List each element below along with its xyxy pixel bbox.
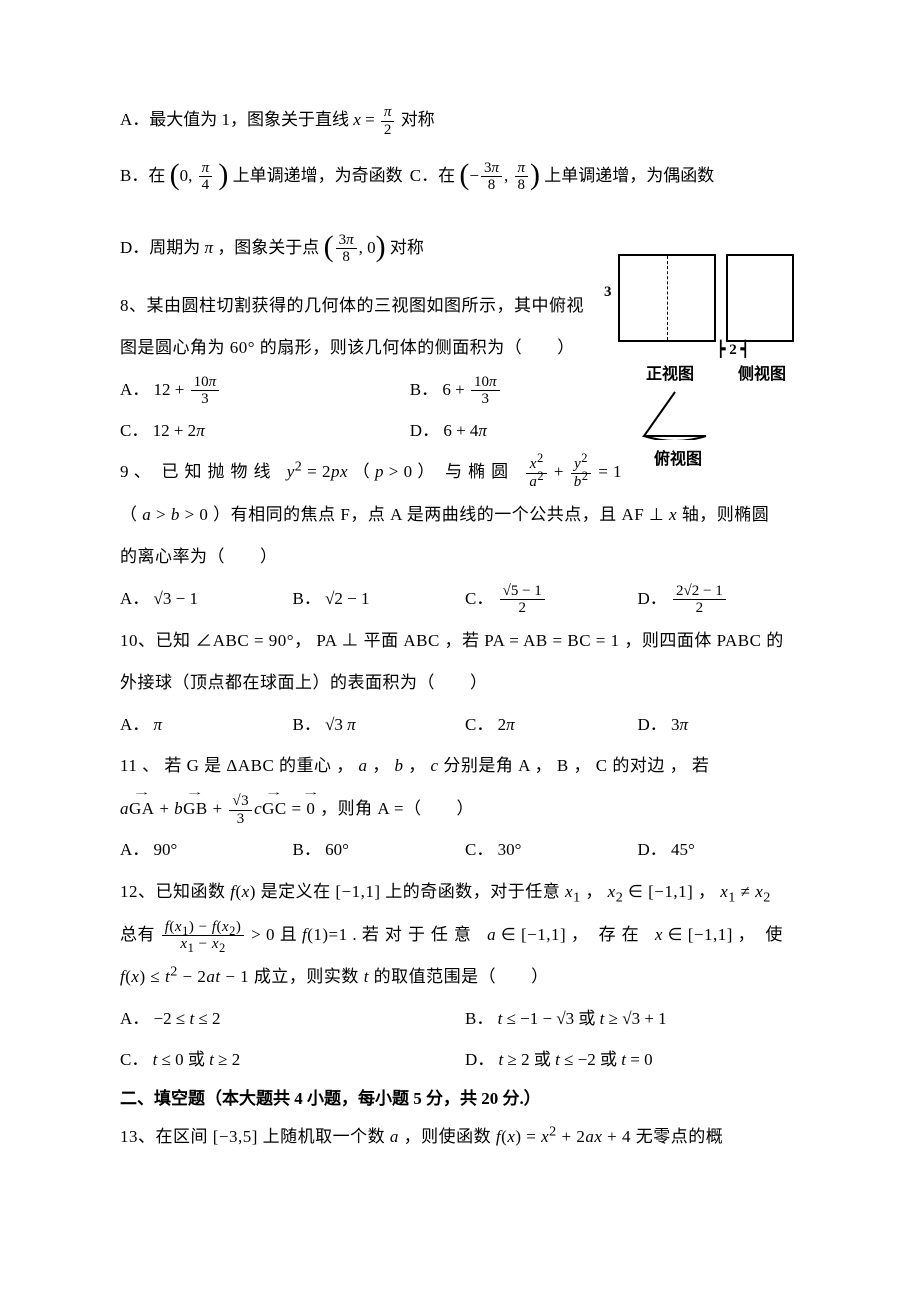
q13-stem: 13、在区间 [−3,5] 上随机取一个数 a ，则使函数 f(x) = x2 … [120, 1118, 810, 1155]
q8-stem-line1: 8、某由圆柱切割获得的几何体的三视图如图所示，其中俯视 [120, 296, 584, 315]
top-view-svg [638, 390, 712, 440]
q9-options: A． √3 − 1 B． √2 − 1 C． √5 − 12 D． 2√2 − … [120, 579, 810, 620]
q10-options: A． π B． √3 π C． 2π D． 3π [120, 705, 810, 746]
three-view-figure: 3 ┝2┥ 正视图 侧视图 俯视图 [618, 254, 830, 469]
dim-height: 3 [604, 284, 612, 301]
side-view-box [726, 254, 794, 342]
section2-title: 二、填空题（本大题共 4 小题，每小题 5 分，共 20 分.） [120, 1080, 810, 1117]
top-view-box [638, 390, 830, 445]
exam-page: A．最大值为 1，图象关于直线 x = π2 对称 B．在 (0, π4 ) 上… [0, 0, 920, 1302]
top-view-label: 俯视图 [654, 445, 830, 469]
q9-stem: 9 、 已知抛物线 y2 = 2px （ p > 0 ） 与椭圆 x2a2 + … [120, 451, 810, 579]
q11-options: A． 90° B． 60° C． 30° D． 45° [120, 830, 810, 871]
q11-stem: 11 、 若 G 是 ΔABC 的重心 ， a ， b ， c 分别是角 A ，… [120, 745, 810, 830]
q10-stem: 10、已知 ∠ABC = 90°， PA ⊥ 平面 ABC ，若 PA = AB… [120, 620, 810, 705]
front-view-label: 正视图 [618, 360, 722, 384]
side-view-label: 侧视图 [722, 360, 802, 384]
dim-width: 2 [729, 342, 741, 358]
q12-stem: 12、已知函数 f(x) 是定义在 [−1,1] 上的奇函数，对于任意 x1 ，… [120, 871, 810, 999]
front-view-box [618, 254, 716, 342]
q12-options: A． −2 ≤ t ≤ 2 B． t ≤ −1 − √3 或 t ≥ √3 + … [120, 999, 810, 1081]
